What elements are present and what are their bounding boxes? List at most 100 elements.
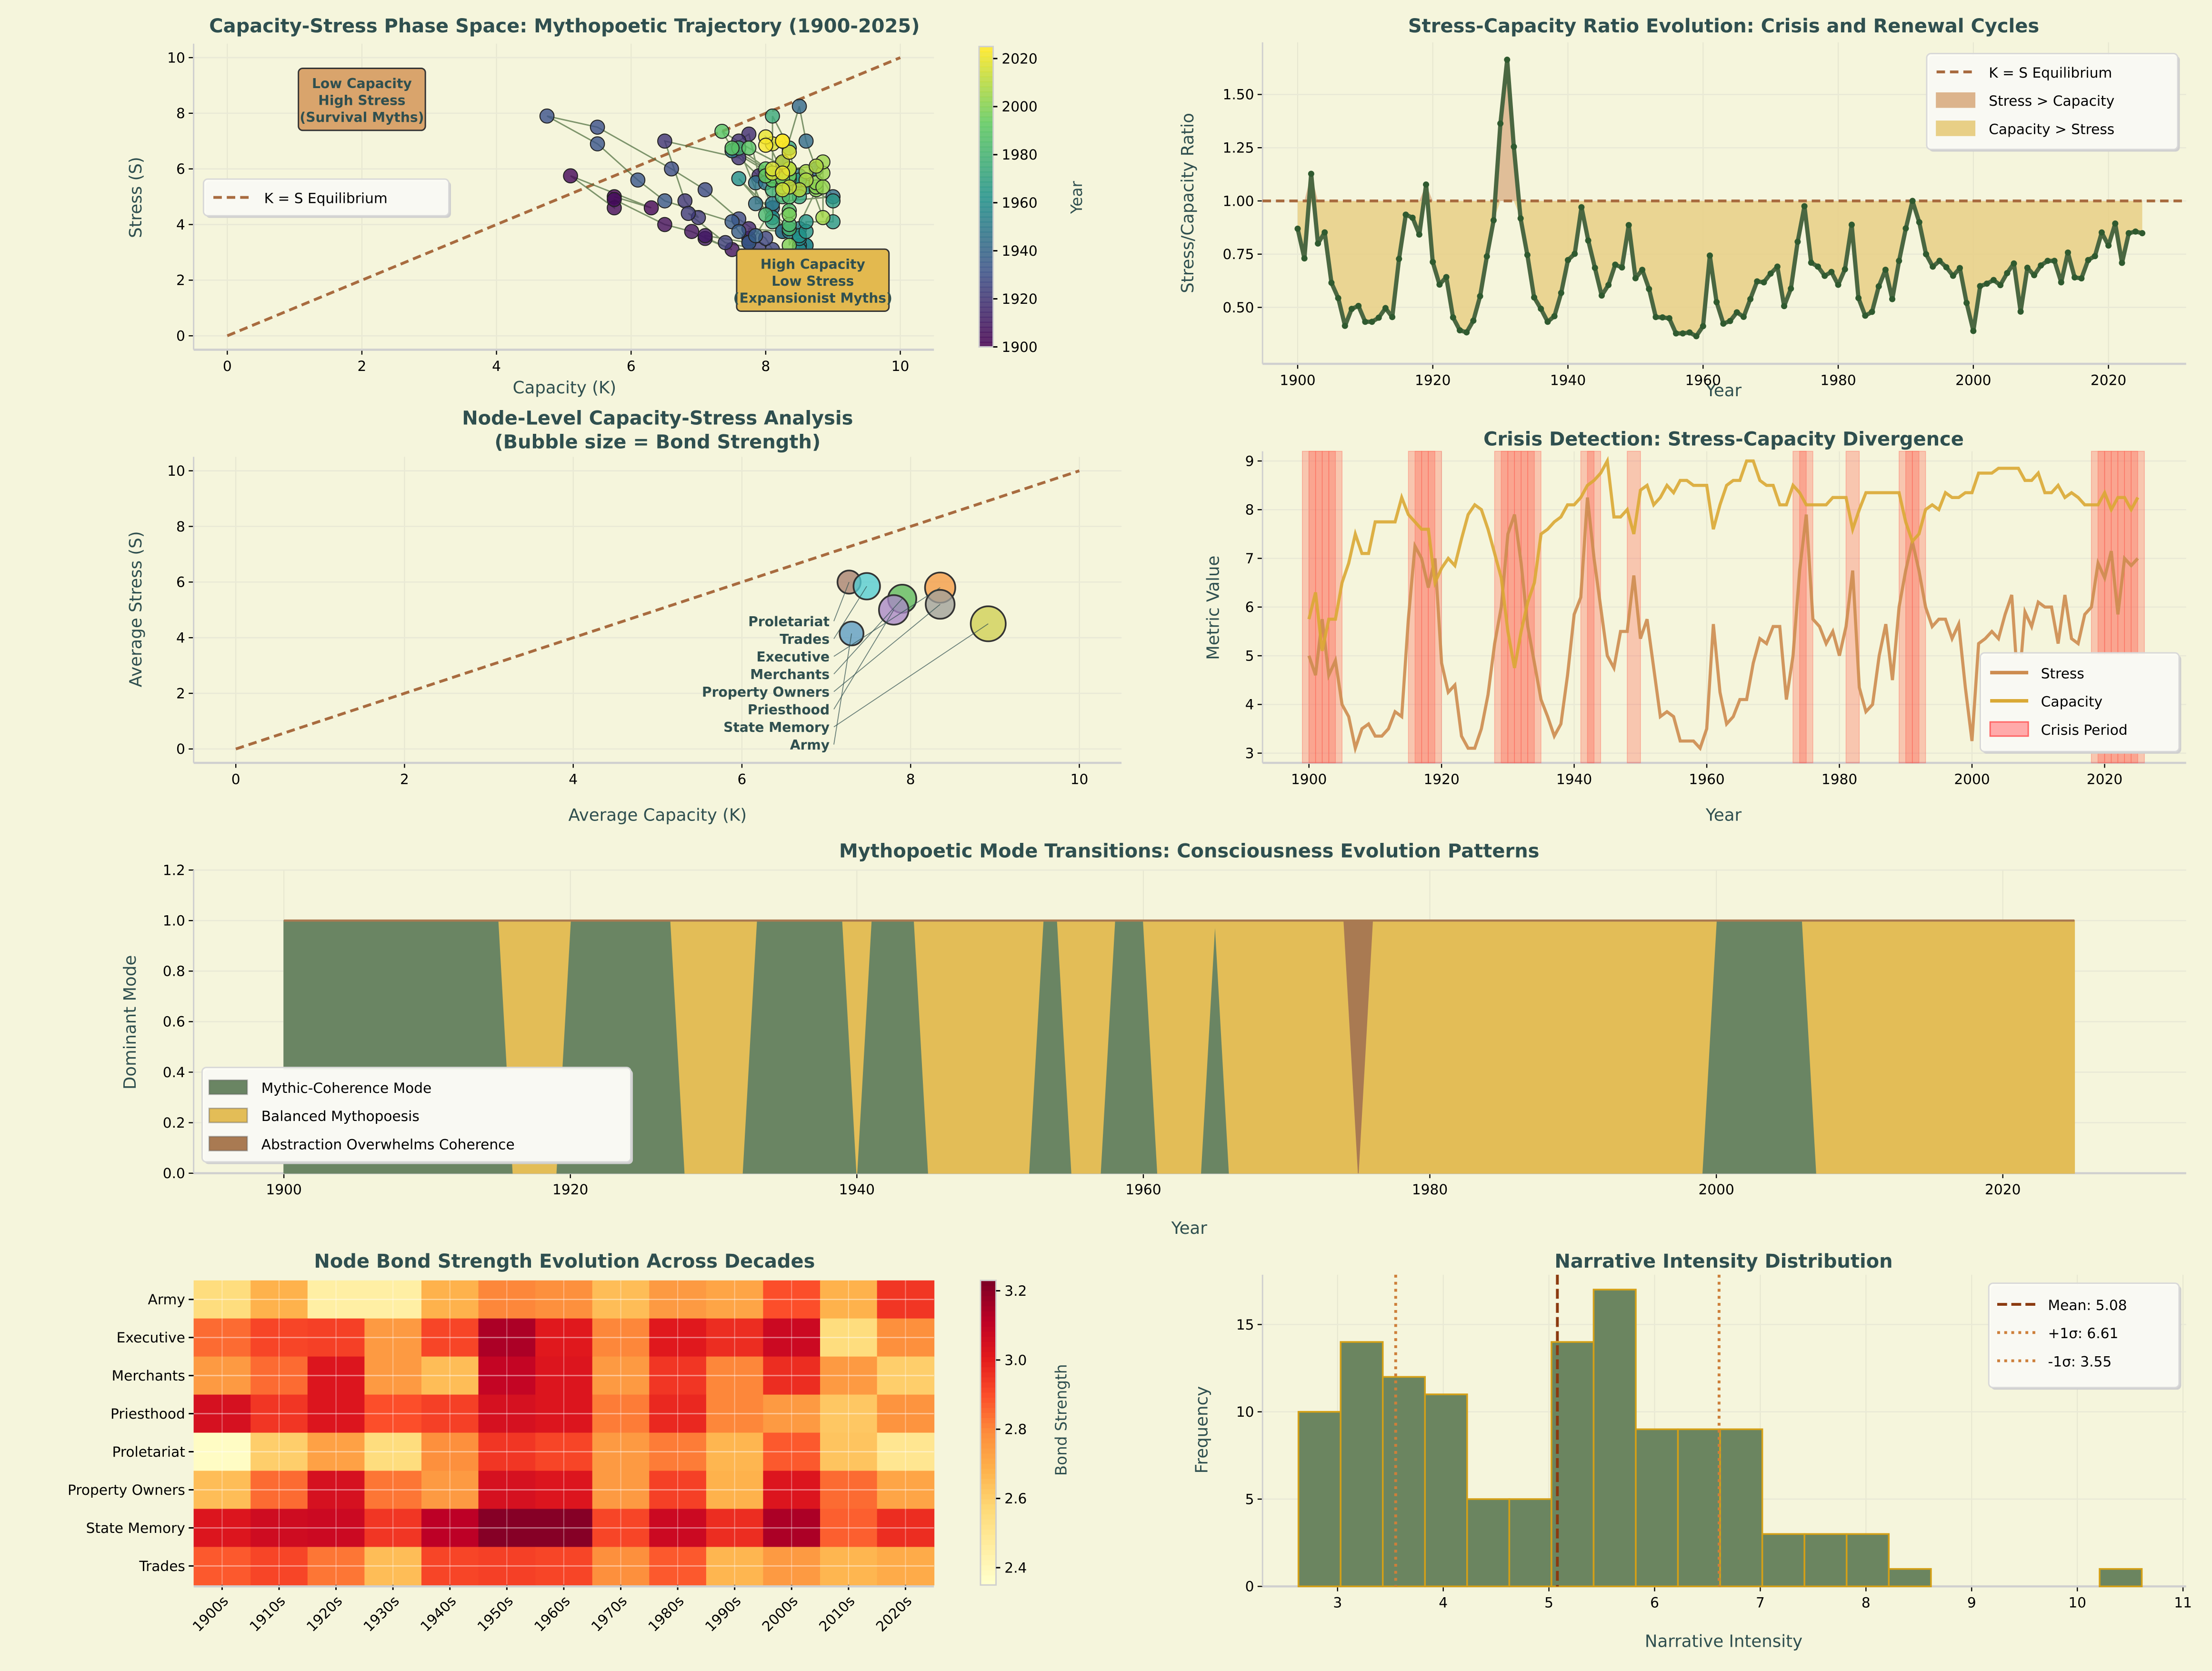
heatmap-colorbar-segment [980,1301,996,1307]
ratio-point [1896,258,1902,264]
ratio-point [1450,314,1456,321]
heatmap-cell [193,1280,251,1319]
bubble-xtick-label: 2 [400,771,409,787]
bubble-label: Merchants [750,667,830,682]
heatmap-row-label: State Memory [86,1520,185,1536]
heatmap-colorbar-segment [980,1407,996,1413]
heatmap-cell [706,1280,764,1319]
heatmap-colorbar-segment [980,1453,996,1459]
ratio-point [1916,219,1922,226]
heatmap-colorbar-segment [980,1427,996,1433]
heatmap-cell [478,1318,536,1357]
heatmap-colorbar-segment [980,1291,996,1296]
bubble-ytick-label: 0 [176,741,185,757]
crisis-xtick-label: 2000 [1954,771,1990,787]
ratio-point [1578,204,1585,210]
crisis-xlabel: Year [1705,805,1742,825]
ratio-point [1558,290,1564,296]
modes-title: Mythopoetic Mode Transitions: Consciousn… [839,840,1539,862]
phase-colorbar-segment [979,146,993,152]
phase-annotation-text: Low Stress [771,273,854,289]
heatmap-cell [307,1547,365,1586]
histogram-ytick-label: 5 [1245,1491,1254,1507]
bubble-xtick-label: 4 [569,771,578,787]
heatmap-colorbar-segment [980,1524,996,1530]
heatmap-cell [649,1547,707,1586]
heatmap-cell [364,1471,422,1510]
heatmap-row-label: Trades [139,1558,185,1574]
heatmap-cell [592,1432,650,1471]
phase-xtick-label: 2 [358,358,367,374]
heatmap-cell [364,1280,422,1319]
phase-point [724,140,740,156]
ratio-point [2105,242,2112,249]
phase-colorbar-label: Year [1068,180,1086,214]
ratio-point [1822,272,1828,279]
heatmap-cell [478,1280,536,1319]
ratio-point [1490,217,1497,224]
modes-legend-patch-icon [208,1108,248,1123]
phase-point [643,200,659,216]
heatmap-colorbar-segment [980,1341,996,1347]
ratio-point [1963,300,1970,306]
ratio-point [1517,215,1524,222]
bubble-label: Army [790,737,830,753]
heatmap-row-label: Army [148,1291,185,1308]
heatmap-row-label: Property Owners [68,1482,185,1498]
ratio-point [1970,328,1977,334]
heatmap-cell [877,1280,935,1319]
ratio-point [2125,230,2132,237]
heatmap-cell [193,1394,251,1433]
phase-annotation-text: (Expansionist Myths) [733,290,892,306]
phase-colorbar-segment [979,331,993,338]
modes-xtick-label: 1980 [1412,1181,1448,1198]
phase-legend [202,178,450,217]
heatmap-cell [763,1356,821,1395]
phase-colorbar-segment [979,241,993,248]
ratio-point [1321,229,1328,236]
phase-colorbar-segment [979,86,993,92]
bubble-label-leader [833,604,941,692]
heatmap-colorbar-segment [980,1280,996,1286]
ratio-point [1774,263,1781,270]
heatmap-cell [307,1471,365,1510]
phase-colorbar-segment [979,251,993,258]
ratio-point [1767,270,1774,277]
ratio-point [1922,251,1930,258]
ratio-point [1801,203,1808,210]
ratio-point [1909,198,1916,204]
heatmap-cell [193,1547,251,1586]
modes-ytick-label: 0.0 [163,1165,185,1181]
ratio-point [2024,264,2031,271]
heatmap-cell [193,1471,251,1510]
heatmap-cell [193,1318,251,1357]
ratio-point [1855,295,1862,301]
phase-colorbar-tick-label: 2000 [1001,99,1037,115]
heatmap-cell [649,1509,707,1548]
ratio-point [1308,170,1314,177]
bubble-label: Property Owners [702,684,830,700]
bubble-xtick-label: 8 [906,771,915,787]
heatmap-cell [364,1318,422,1357]
phase-colorbar-segment [979,131,993,138]
ratio-point [1389,314,1396,320]
bubble-title-line2: (Bubble size = Bond Strength) [494,431,821,453]
ratio-point [1983,280,1990,287]
ratio-point [1625,222,1632,229]
phase-colorbar-segment [979,177,993,182]
ratio-point [1686,329,1693,336]
heatmap-cell [706,1318,764,1357]
modes-legend [201,1067,632,1163]
phase-colorbar-segment [979,151,993,158]
ratio-point [2058,279,2064,286]
phase-ytick-label: 8 [176,105,185,121]
ratio-point [1673,330,1680,337]
phase-colorbar-segment [979,191,993,198]
crisis-xtick-label: 2020 [2087,771,2122,787]
heatmap-cell [478,1509,536,1548]
ratio-xtick-label: 1920 [1415,372,1451,388]
bubble-label-leader [833,581,850,621]
histogram-bar [1635,1428,1679,1588]
heatmap-cell [307,1280,365,1319]
heatmap-cell [706,1547,764,1586]
